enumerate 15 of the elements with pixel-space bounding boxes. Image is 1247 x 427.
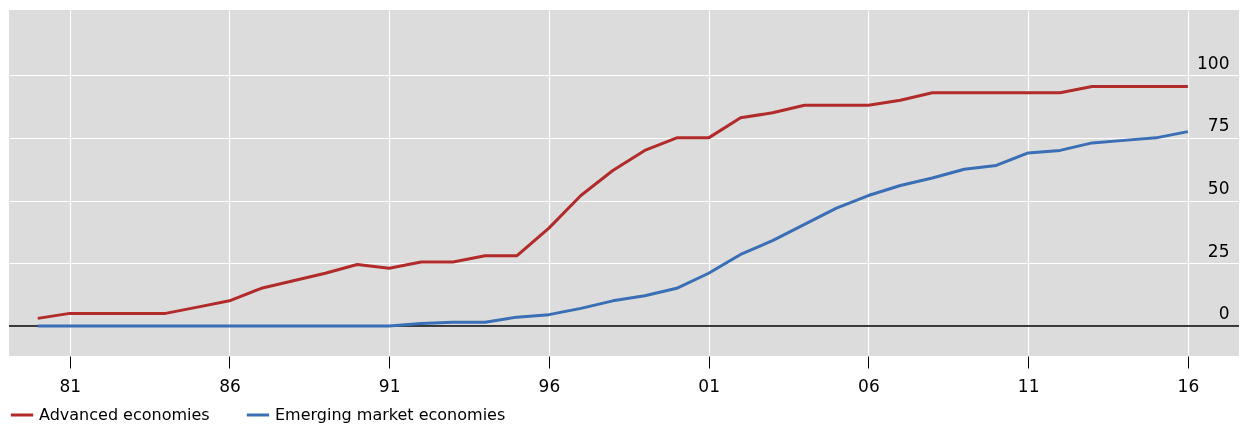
- y-tick-label: 50: [1207, 178, 1230, 199]
- x-tick-label: 01: [698, 375, 720, 396]
- legend-label: Emerging market economies: [275, 405, 506, 424]
- x-tick-label: 81: [59, 375, 82, 396]
- y-tick-label: 0: [1218, 303, 1230, 324]
- x-tick-label: 91: [378, 375, 401, 396]
- y-tick-label: 75: [1207, 115, 1230, 136]
- x-tick-label: 96: [538, 375, 561, 396]
- x-tick-label: 86: [219, 375, 241, 396]
- y-tick-label: 100: [1197, 52, 1230, 73]
- x-tick-label: 16: [1177, 375, 1200, 396]
- x-tick-label: 06: [858, 375, 880, 396]
- y-tick-label: 25: [1207, 240, 1230, 261]
- legend-label: Advanced economies: [39, 405, 210, 424]
- x-tick-label: 11: [1017, 375, 1040, 396]
